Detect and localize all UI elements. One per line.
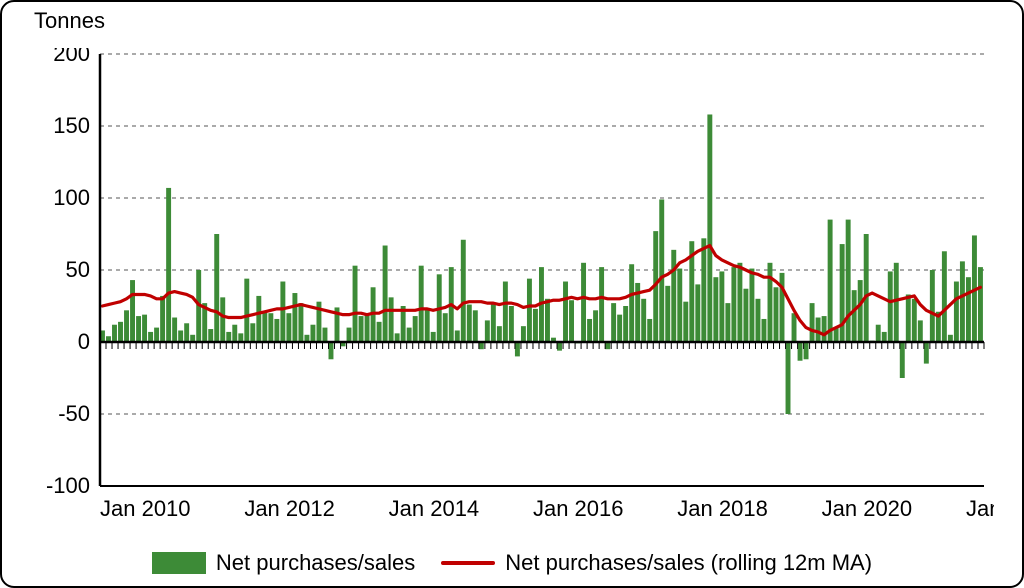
svg-text:-100: -100 bbox=[46, 473, 90, 498]
svg-text:Jan 2020: Jan 2020 bbox=[822, 496, 913, 521]
chart-svg: -100 -50 0 50 100 150 200 Jan 2010 Jan 2012 Jan 2… bbox=[30, 48, 994, 526]
legend-label-line: Net purchases/sales (rolling 12m MA) bbox=[505, 550, 872, 576]
svg-text:Jan 2012: Jan 2012 bbox=[244, 496, 335, 521]
svg-text:150: 150 bbox=[53, 113, 90, 138]
legend: Net purchases/sales Net purchases/sales … bbox=[2, 550, 1022, 576]
chart-frame: Tonnes -100 -50 0 50 100 150 200 Jan 2010 Jan 20… bbox=[0, 0, 1024, 588]
chart-area: -100 -50 0 50 100 150 200 Jan 2010 Jan 2012 Jan 2… bbox=[30, 48, 994, 526]
legend-swatch-line bbox=[441, 561, 495, 565]
svg-text:200: 200 bbox=[53, 48, 90, 66]
svg-text:Jan 2010: Jan 2010 bbox=[100, 496, 191, 521]
y-axis-title: Tonnes bbox=[34, 8, 105, 34]
legend-label-bar: Net purchases/sales bbox=[216, 550, 415, 576]
svg-text:50: 50 bbox=[66, 257, 90, 282]
legend-item-line: Net purchases/sales (rolling 12m MA) bbox=[441, 550, 872, 576]
svg-text:Jan 2022: Jan 2022 bbox=[966, 496, 994, 521]
svg-text:Jan 2016: Jan 2016 bbox=[533, 496, 624, 521]
legend-item-bar: Net purchases/sales bbox=[152, 550, 415, 576]
legend-swatch-bar bbox=[152, 552, 206, 574]
svg-text:Jan 2018: Jan 2018 bbox=[677, 496, 768, 521]
svg-text:0: 0 bbox=[78, 329, 90, 354]
svg-text:100: 100 bbox=[53, 185, 90, 210]
svg-text:Jan 2014: Jan 2014 bbox=[389, 496, 480, 521]
svg-text:-50: -50 bbox=[58, 401, 90, 426]
